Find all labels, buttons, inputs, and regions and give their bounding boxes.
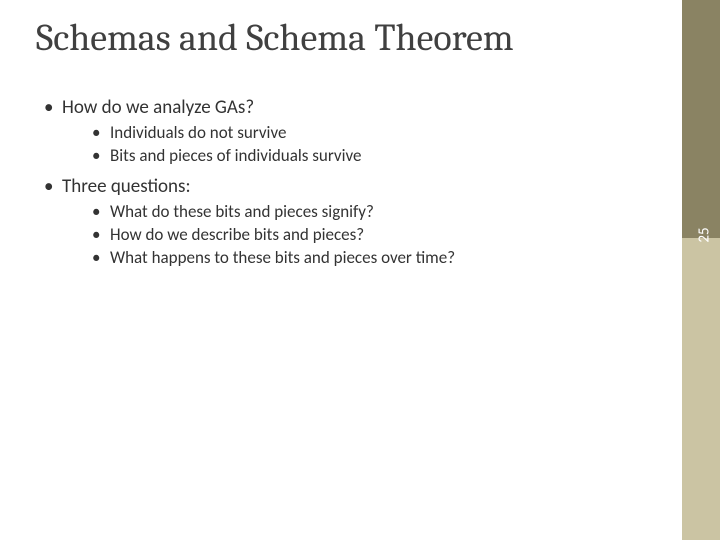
sidebar-accent-top (682, 0, 720, 238)
slide: Schemas and Schema Theorem How do we ana… (0, 0, 720, 540)
bullet-lvl2: Bits and pieces of individuals survive (90, 145, 640, 167)
bullet-lvl2: How do we describe bits and pieces? (90, 224, 640, 246)
page-number: 25 (695, 227, 713, 242)
bullet-lvl1: How do we analyze GAs? Individuals do no… (40, 96, 640, 167)
bullet-lvl2: Individuals do not survive (90, 122, 640, 144)
bullet-text: Three questions: (62, 175, 191, 198)
bullet-lvl2: What do these bits and pieces signify? (90, 201, 640, 223)
bullet-text: How do we analyze GAs? (62, 96, 254, 119)
slide-title: Schemas and Schema Theorem (36, 18, 660, 60)
sidebar-accent-bottom (682, 238, 720, 540)
bullet-lvl2: What happens to these bits and pieces ov… (90, 247, 640, 269)
slide-body: How do we analyze GAs? Individuals do no… (40, 96, 640, 276)
sidebar-accent: 25 (682, 0, 720, 540)
bullet-lvl1: Three questions: What do these bits and … (40, 175, 640, 269)
